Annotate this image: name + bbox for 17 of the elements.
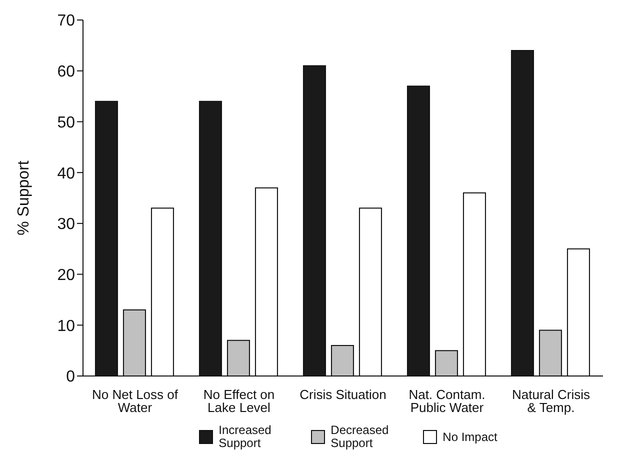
legend-label: Decreased Support: [330, 423, 390, 450]
x-tick-label: Natural Crisis & Temp.: [512, 387, 591, 416]
x-tick-label: Crisis Situation: [300, 387, 386, 402]
y-tick-label: 50: [57, 114, 76, 132]
y-tick-label: 70: [57, 12, 76, 30]
y-axis-title: % Support: [16, 160, 33, 236]
y-tick-label: 60: [57, 64, 76, 81]
legend-label: No Impact: [442, 430, 498, 444]
x-tick-label: No Net Loss of Water: [92, 387, 178, 416]
x-tick-label: No Effect on Lake Level: [203, 387, 275, 416]
y-tick-label: 40: [57, 165, 76, 182]
x-tick-label: Nat. Contam. Public Water: [408, 387, 486, 416]
y-tick-label: 10: [57, 318, 76, 335]
y-tick-label: 0: [66, 368, 76, 386]
y-tick-label: 20: [57, 266, 76, 284]
y-tick-label: 30: [57, 216, 76, 234]
legend-label: Increased Support: [218, 423, 272, 450]
